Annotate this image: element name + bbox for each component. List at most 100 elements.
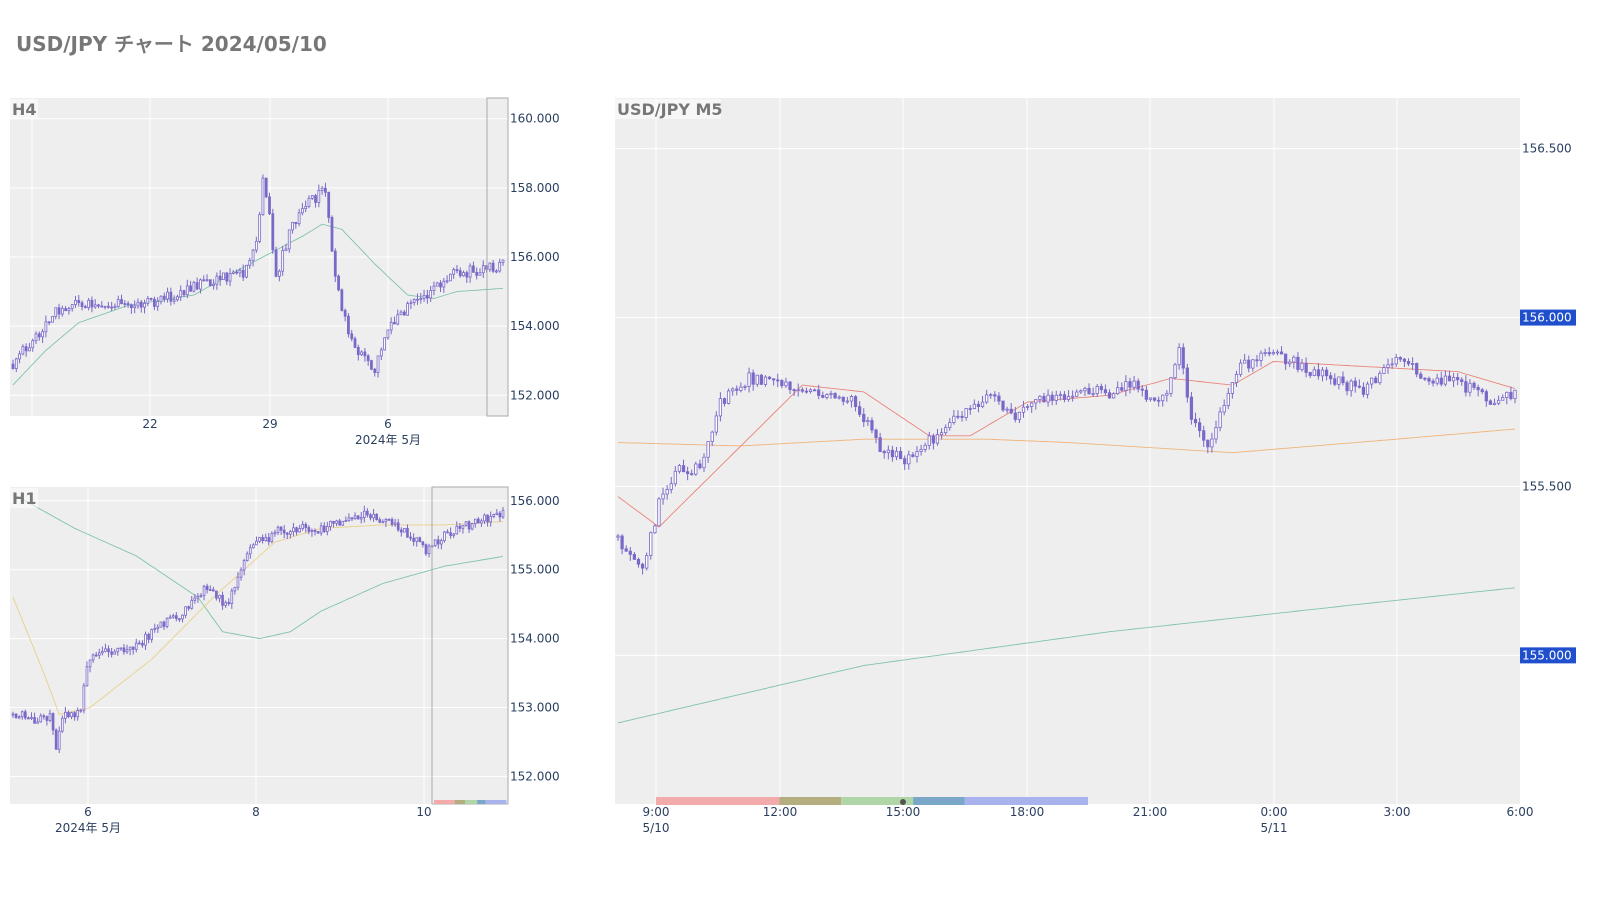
m5-y-tick-label: 155.000 xyxy=(1522,648,1572,662)
h4-candle xyxy=(182,289,186,298)
m5-candle xyxy=(907,450,911,470)
m5-candle xyxy=(964,407,968,421)
m5-candle xyxy=(657,497,661,527)
h4-x-sub-label: 2024年 5月 xyxy=(355,433,421,447)
h1-candle xyxy=(335,519,338,527)
m5-x-tick-label: 6:00 xyxy=(1507,805,1534,819)
h1-candle xyxy=(190,596,194,610)
h1-candle xyxy=(119,647,123,651)
h4-candle xyxy=(317,184,321,208)
h1-candle xyxy=(14,713,18,719)
m5-candle xyxy=(1456,373,1460,386)
m5-candle xyxy=(923,442,927,453)
h4-title-bg xyxy=(10,99,38,119)
h4-candle xyxy=(475,267,479,280)
m5-candle xyxy=(898,446,903,460)
h4-grid xyxy=(10,98,508,416)
h4-candle xyxy=(100,301,104,308)
h4-candle xyxy=(172,295,176,305)
h4-candle xyxy=(159,295,163,305)
m5-candle xyxy=(1292,355,1296,369)
m5-candle xyxy=(1410,357,1415,371)
m5-x-tick-label: 15:00 xyxy=(886,805,921,819)
m5-candle xyxy=(944,424,948,436)
m5-candle xyxy=(1210,432,1214,453)
h1-chart[interactable]: H1 152.000 153.000 154.000 155.000 156.000 6… xyxy=(10,486,560,835)
m5-candle xyxy=(1206,439,1210,454)
h4-chart[interactable]: H4 152.000 154.000 156.000 158.000 160.000 2… xyxy=(10,97,560,447)
m5-candle xyxy=(1087,383,1091,395)
m5-candle xyxy=(935,428,940,446)
h1-candle xyxy=(150,628,153,643)
h4-candle xyxy=(14,357,18,373)
m5-chart[interactable]: USD/JPY M5 155.000155.500156.000156.500 … xyxy=(615,98,1576,835)
m5-candle xyxy=(1124,375,1128,397)
m5-candle xyxy=(1341,371,1345,386)
h1-candle xyxy=(193,594,197,604)
h1-candle xyxy=(255,536,258,546)
m5-candle xyxy=(743,384,747,391)
h4-candle xyxy=(34,331,38,345)
h1-candle xyxy=(215,590,218,601)
h1-x-tick-label: 8 xyxy=(252,805,260,819)
h4-candle xyxy=(133,300,137,314)
h1-candle xyxy=(310,528,314,537)
h4-candle xyxy=(218,270,222,286)
m5-candle xyxy=(1107,389,1112,399)
h1-candle xyxy=(125,644,129,655)
m5-candle xyxy=(1333,373,1337,387)
h1-candle xyxy=(316,531,320,534)
h4-candle xyxy=(455,264,459,274)
m5-candle xyxy=(1464,375,1468,397)
h1-candle xyxy=(36,717,39,724)
h1-ma-mid-line xyxy=(12,521,504,715)
m5-candle xyxy=(776,373,780,388)
m5-moving-averages xyxy=(617,361,1516,724)
h1-candle xyxy=(64,706,67,724)
h1-candle xyxy=(236,571,240,591)
h1-candle xyxy=(501,506,505,519)
h1-candle xyxy=(218,594,221,603)
h4-candle xyxy=(238,267,242,278)
h4-candle xyxy=(126,301,130,308)
m5-candle xyxy=(1132,375,1136,391)
h4-candle xyxy=(383,337,386,351)
m5-candle xyxy=(972,399,976,410)
h4-candle xyxy=(199,278,202,294)
m5-candle xyxy=(1267,347,1271,357)
h4-candle xyxy=(498,258,502,273)
h1-candle xyxy=(495,509,499,516)
m5-candle xyxy=(649,531,653,560)
h1-candle xyxy=(24,709,27,720)
h4-candle xyxy=(37,331,41,341)
h1-candle xyxy=(30,712,33,721)
h4-candle xyxy=(120,294,123,305)
h1-candle xyxy=(184,606,187,619)
h1-candle xyxy=(107,645,110,658)
m5-candle xyxy=(1349,379,1353,397)
m5-candle xyxy=(985,389,989,404)
h4-candle xyxy=(481,260,485,278)
h1-candle xyxy=(483,513,486,524)
h4-candle xyxy=(179,285,183,302)
h4-candle xyxy=(294,221,298,229)
h4-candle xyxy=(97,303,100,309)
h4-candle xyxy=(333,248,337,283)
m5-x-axis: 9:00 12:00 15:00 18:00 21:00 0:00 3:00 6:00 xyxy=(643,805,1534,819)
h4-candle xyxy=(287,229,291,253)
h4-candle xyxy=(449,273,452,282)
h1-candle xyxy=(181,614,184,623)
h1-candle xyxy=(261,534,264,544)
m5-candle xyxy=(645,552,649,571)
h4-candle xyxy=(310,195,314,201)
h4-candle xyxy=(376,355,380,378)
h1-candles xyxy=(11,505,505,754)
h1-candle xyxy=(175,611,178,622)
m5-candle xyxy=(1431,378,1435,387)
h1-candle xyxy=(424,543,428,556)
h4-candle xyxy=(442,278,446,293)
h4-candle xyxy=(419,293,423,304)
h1-candle xyxy=(446,529,449,534)
m5-price-badge xyxy=(1520,309,1576,326)
